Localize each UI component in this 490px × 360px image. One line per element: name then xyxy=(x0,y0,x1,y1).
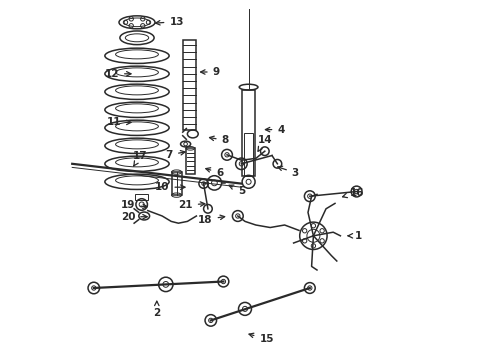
Text: 17: 17 xyxy=(133,150,148,166)
Text: 13: 13 xyxy=(155,17,184,27)
Text: 12: 12 xyxy=(104,69,131,79)
Text: 20: 20 xyxy=(121,212,147,222)
Text: 9: 9 xyxy=(200,67,220,77)
Bar xyxy=(242,90,255,176)
Text: 4: 4 xyxy=(266,125,285,135)
Text: 2: 2 xyxy=(153,301,160,318)
Text: 5: 5 xyxy=(229,185,245,196)
Text: 15: 15 xyxy=(249,333,274,344)
Bar xyxy=(172,172,182,195)
Bar xyxy=(244,133,253,176)
Text: 7: 7 xyxy=(166,150,185,160)
Text: 3: 3 xyxy=(278,166,299,178)
Bar xyxy=(135,194,148,200)
Text: 14: 14 xyxy=(257,135,272,151)
Text: 21: 21 xyxy=(178,200,205,210)
Text: 1: 1 xyxy=(348,231,362,241)
Bar xyxy=(186,148,195,174)
Text: 16: 16 xyxy=(343,188,364,198)
Text: 10: 10 xyxy=(155,182,185,192)
Text: 19: 19 xyxy=(121,200,147,210)
Text: 6: 6 xyxy=(206,168,223,178)
Text: 11: 11 xyxy=(106,117,131,127)
Bar xyxy=(183,40,196,130)
Text: 18: 18 xyxy=(198,215,225,225)
Text: 8: 8 xyxy=(210,135,229,145)
